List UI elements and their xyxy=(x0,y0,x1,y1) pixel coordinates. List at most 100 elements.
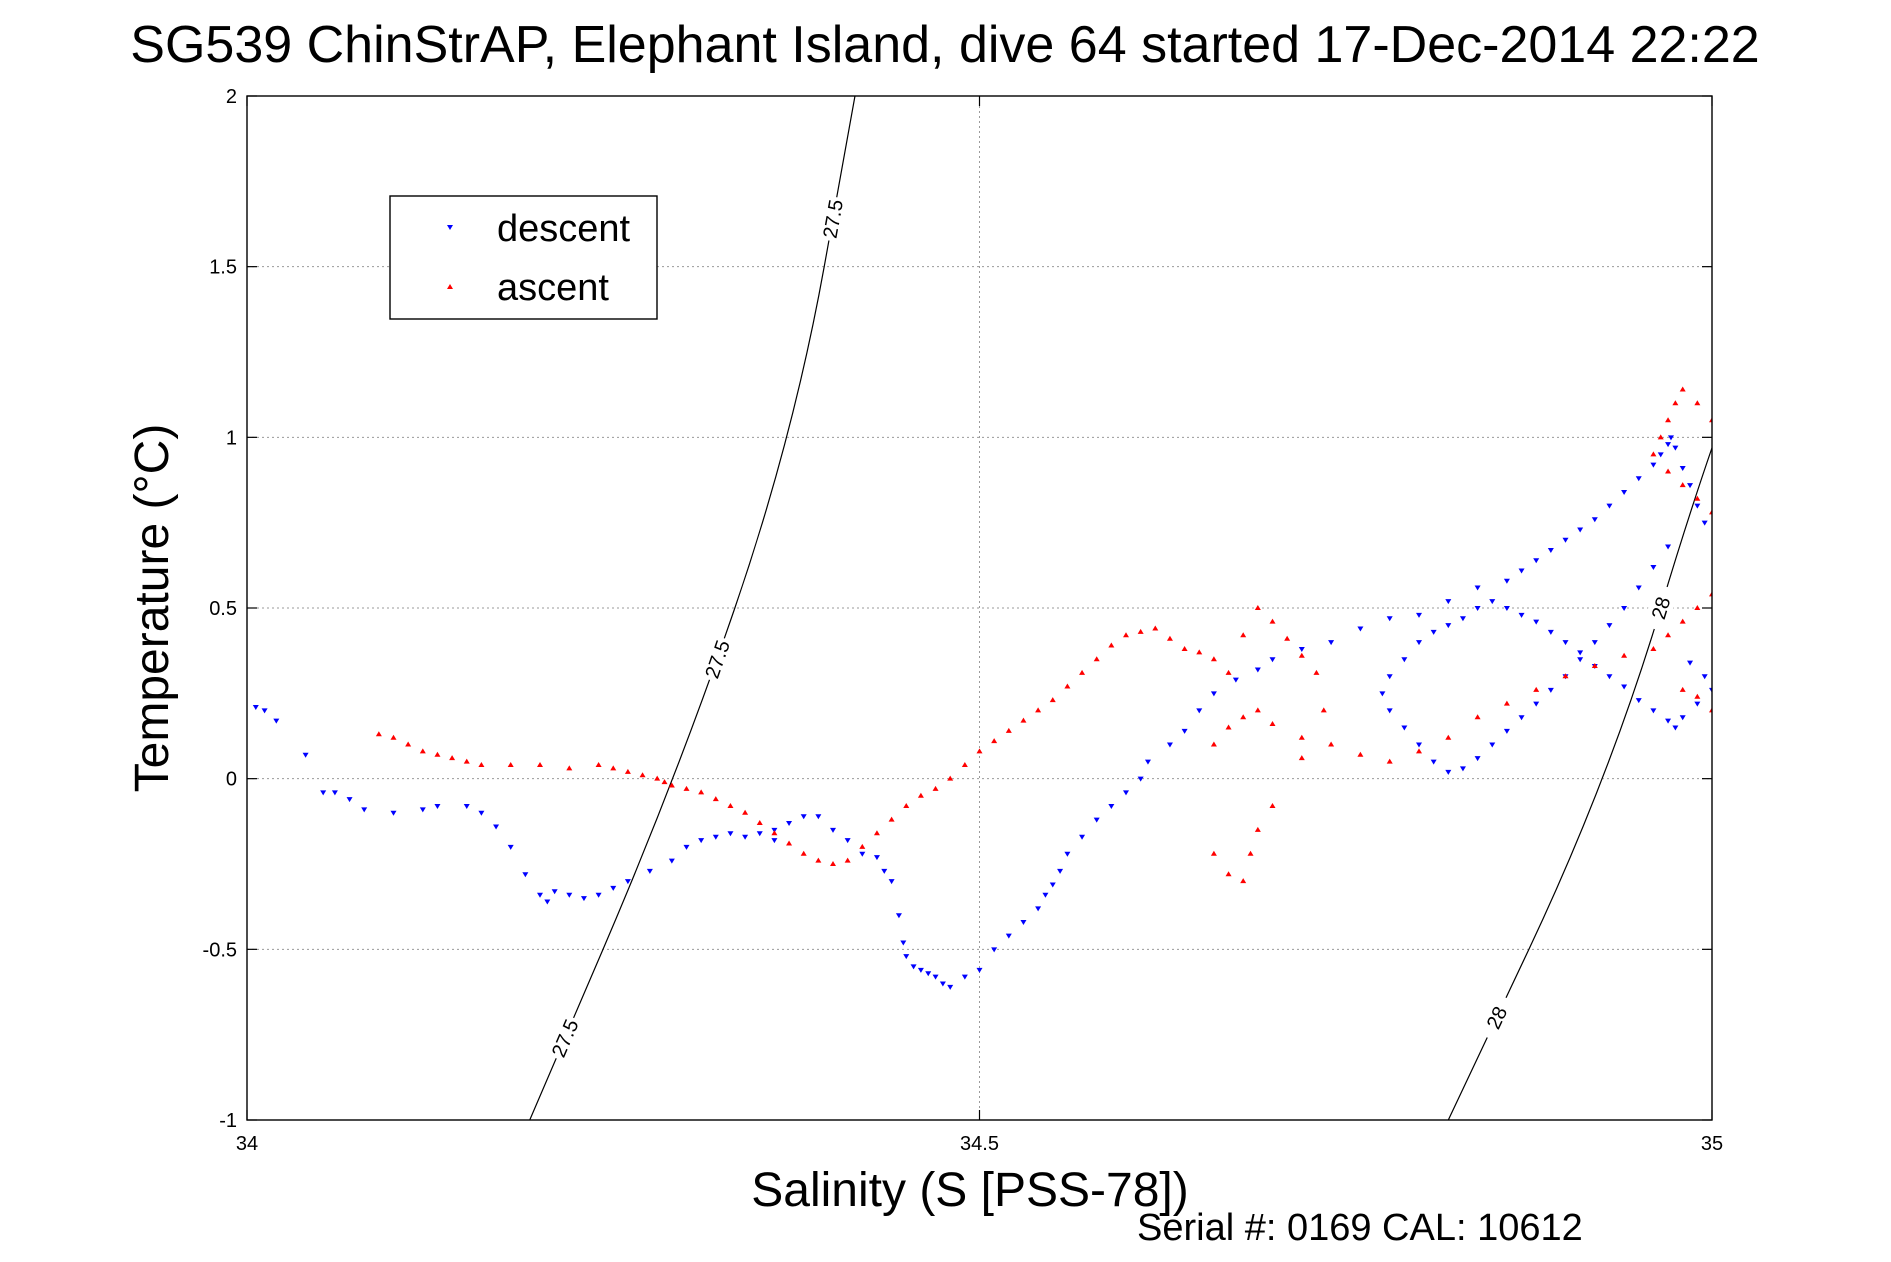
ascent-point xyxy=(976,748,983,754)
descent-point xyxy=(595,892,602,898)
contour-label-bg xyxy=(1642,583,1679,633)
ascent-point xyxy=(661,779,668,785)
descent-point xyxy=(1562,640,1569,646)
ascent-point xyxy=(1841,598,1847,603)
descent-point xyxy=(1724,674,1730,679)
ascent-point xyxy=(1650,451,1657,457)
ascent-point xyxy=(639,772,646,778)
ascent-point xyxy=(1269,721,1276,727)
ascent-point xyxy=(1035,707,1042,713)
descent-point xyxy=(830,827,836,833)
descent-point xyxy=(712,834,719,840)
descent-point xyxy=(1181,728,1188,734)
ascent-point xyxy=(507,762,514,768)
ascent-point xyxy=(786,840,793,846)
ascent-point xyxy=(1137,628,1144,634)
descent-point xyxy=(1716,691,1722,696)
y-tick-label: -1 xyxy=(219,1110,237,1132)
descent-point xyxy=(1667,435,1674,441)
ascent-point xyxy=(375,731,382,737)
ascent-point xyxy=(1812,639,1818,644)
descent-point xyxy=(1386,674,1393,680)
ascent-point xyxy=(844,857,851,863)
ascent-point xyxy=(463,758,470,764)
ascent-point xyxy=(1445,734,1452,740)
ascent-point xyxy=(903,802,910,808)
descent-point xyxy=(1137,776,1144,782)
ascent-point xyxy=(1240,714,1247,720)
descent-point xyxy=(1760,743,1766,748)
descent-point xyxy=(1430,759,1437,765)
ascent-point xyxy=(1841,694,1847,699)
ascent-point xyxy=(1225,871,1232,877)
ascent-point xyxy=(1738,537,1744,542)
descent-point xyxy=(859,851,866,857)
ascent-point xyxy=(815,857,822,863)
ascent-point xyxy=(1225,669,1232,675)
descent-point xyxy=(1746,725,1752,730)
contour-label-bg xyxy=(545,1013,585,1064)
ascent-point xyxy=(1797,544,1803,549)
ascent-point xyxy=(1152,625,1159,631)
ascent-point xyxy=(419,748,426,754)
x-axis-label: Salinity (S [PSS-78]) xyxy=(751,1164,1188,1217)
descent-point xyxy=(1650,708,1657,714)
descent-point xyxy=(1430,629,1437,635)
descent-point xyxy=(1533,701,1540,707)
ascent-point xyxy=(1474,714,1481,720)
descent-point xyxy=(1459,616,1466,622)
descent-point xyxy=(1079,834,1086,840)
descent-point xyxy=(1547,629,1554,635)
ascent-point xyxy=(668,782,675,788)
ascent-point xyxy=(1870,748,1876,753)
ascent-point xyxy=(1108,642,1115,648)
ascent-point xyxy=(1386,758,1393,764)
descent-point xyxy=(1547,687,1554,693)
ascent-point xyxy=(478,762,485,768)
y-tick-label: 2 xyxy=(226,86,237,108)
ascent-point xyxy=(1196,649,1203,655)
ascent-point xyxy=(1834,680,1840,685)
ascent-point xyxy=(1005,727,1012,733)
descent-point xyxy=(1489,599,1496,605)
ascent-point xyxy=(1724,451,1730,456)
ascent-point xyxy=(947,775,954,781)
descent-point xyxy=(1694,503,1701,509)
descent-point xyxy=(1518,612,1525,618)
descent-point xyxy=(786,821,793,827)
descent-point xyxy=(1416,612,1422,618)
descent-point xyxy=(1701,520,1708,526)
descent-point xyxy=(1665,718,1672,724)
ascent-point xyxy=(1210,850,1217,856)
descent-point xyxy=(1533,558,1540,564)
descent-point xyxy=(434,803,441,809)
isopycnal-line xyxy=(1447,445,1712,1120)
ascent-point xyxy=(1694,693,1701,699)
descent-point xyxy=(1775,756,1781,761)
contour-label-bg xyxy=(698,634,736,684)
ascent-point xyxy=(1679,618,1686,624)
descent-point xyxy=(493,824,500,830)
ascent-point xyxy=(1665,632,1672,638)
descent-point xyxy=(1123,790,1129,796)
legend-box xyxy=(389,195,658,320)
ascent-point xyxy=(1738,475,1744,480)
gridlines xyxy=(247,96,1712,1120)
ascent-point xyxy=(449,755,456,761)
ascent-point xyxy=(961,762,968,768)
descent-point xyxy=(1093,817,1100,823)
descent-point xyxy=(1701,674,1708,680)
descent-point xyxy=(888,879,895,885)
ascent-point xyxy=(434,751,441,757)
descent-point xyxy=(1445,623,1452,629)
descent-point xyxy=(1232,677,1239,683)
descent-point xyxy=(1144,759,1151,765)
descent-point xyxy=(1635,585,1642,591)
ascent-point xyxy=(1679,686,1686,692)
legend-ascent-marker xyxy=(447,284,453,289)
ascent-point xyxy=(1790,578,1796,583)
ascent-point xyxy=(405,741,412,747)
descent-point xyxy=(1679,466,1686,472)
y-axis-label: Temperature (°C) xyxy=(126,424,179,793)
descent-point xyxy=(537,892,543,898)
